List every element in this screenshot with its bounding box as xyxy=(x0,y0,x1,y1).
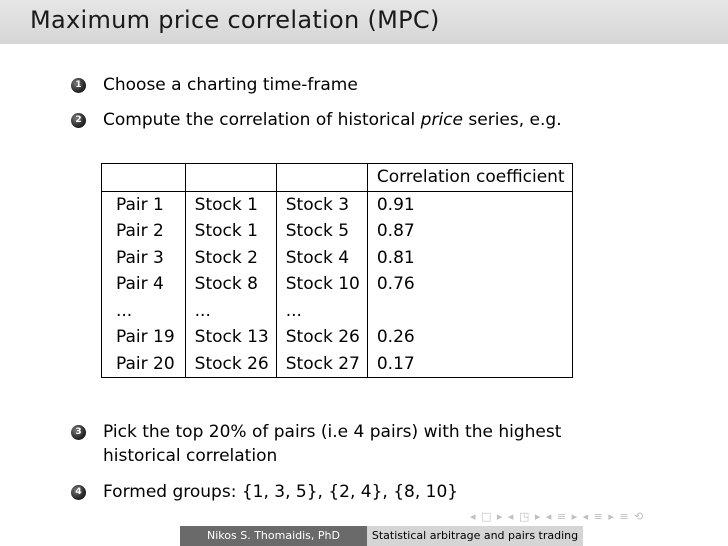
text-line: Pick the top 20% of pairs (i.e 4 pairs) … xyxy=(103,422,562,442)
footer-author: Nikos S. Thomaidis, PhD xyxy=(180,526,367,546)
table-row: Pair 4 Stock 8 Stock 10 0.76 xyxy=(101,271,573,298)
header-cell xyxy=(101,163,186,192)
item-number-ball: 2 xyxy=(71,113,86,128)
correlation-cell: 0.81 xyxy=(366,244,573,271)
stock-b-cell: Stock 4 xyxy=(275,244,368,271)
list-item-text: Pick the top 20% of pairs (i.e 4 pairs) … xyxy=(103,420,561,468)
table-row: ... ... ... xyxy=(101,297,573,324)
stock-b-cell: Stock 26 xyxy=(275,324,368,351)
list-item-text: Formed groups: {1, 3, 5}, {2, 4}, {8, 10… xyxy=(103,482,459,502)
stock-a-cell: Stock 1 xyxy=(184,218,277,245)
pair-cell: Pair 2 xyxy=(101,218,186,245)
table-header-row: Correlation coefficient xyxy=(101,163,573,192)
header-cell-correlation: Correlation coefficient xyxy=(366,163,573,192)
stock-a-cell: Stock 13 xyxy=(184,324,277,351)
pair-cell: Pair 4 xyxy=(101,271,186,298)
header-cell xyxy=(275,163,368,192)
pair-cell: Pair 1 xyxy=(101,191,186,218)
stock-a-cell: Stock 26 xyxy=(184,350,277,378)
stock-b-cell: ... xyxy=(275,297,368,324)
pair-cell: ... xyxy=(101,297,186,324)
list-item-text: Choose a charting time-frame xyxy=(103,75,358,95)
stock-a-cell: Stock 8 xyxy=(184,271,277,298)
table-row: Pair 20 Stock 26 Stock 27 0.17 xyxy=(101,350,573,378)
text-segment: series, e.g. xyxy=(462,110,562,130)
table-row: Pair 3 Stock 2 Stock 4 0.81 xyxy=(101,244,573,271)
table-row: Pair 19 Stock 13 Stock 26 0.26 xyxy=(101,324,573,351)
correlation-table: Correlation coefficient Pair 1 Stock 1 S… xyxy=(101,163,573,378)
correlation-cell: 0.17 xyxy=(366,350,573,378)
stock-b-cell: Stock 10 xyxy=(275,271,368,298)
footer-talk-title: Statistical arbitrage and pairs trading xyxy=(367,526,583,546)
correlation-cell: 0.87 xyxy=(366,218,573,245)
stock-b-cell: Stock 3 xyxy=(275,191,368,218)
correlation-cell: 0.76 xyxy=(366,271,573,298)
stock-b-cell: Stock 27 xyxy=(275,350,368,378)
item-number-ball: 3 xyxy=(71,425,86,440)
list-item-text: Compute the correlation of historical pr… xyxy=(103,108,562,132)
pair-cell: Pair 19 xyxy=(101,324,186,351)
frame-title-bar: Maximum price correlation (MPC) xyxy=(0,0,728,44)
pair-cell: Pair 3 xyxy=(101,244,186,271)
table-row: Pair 1 Stock 1 Stock 3 0.91 xyxy=(101,191,573,218)
stock-a-cell: ... xyxy=(184,297,277,324)
header-cell xyxy=(184,163,277,192)
correlation-cell xyxy=(366,297,573,324)
text-line: historical correlation xyxy=(103,446,278,466)
table-row: Pair 2 Stock 1 Stock 5 0.87 xyxy=(101,218,573,245)
text-segment: Compute the correlation of historical xyxy=(103,110,421,130)
pair-cell: Pair 20 xyxy=(101,350,186,378)
frame-title: Maximum price correlation (MPC) xyxy=(30,6,440,34)
item-number-ball: 1 xyxy=(71,78,86,93)
emphasis-text: price xyxy=(420,110,463,130)
stock-a-cell: Stock 1 xyxy=(184,191,277,218)
correlation-cell: 0.91 xyxy=(366,191,573,218)
beamer-navigation-icons[interactable]: ◂ □ ▸ ◂ ◳ ▸ ◂ ≡ ▸ ◂ ≡ ▸ ≡ ⟲ xyxy=(470,510,645,523)
stock-b-cell: Stock 5 xyxy=(275,218,368,245)
correlation-cell: 0.26 xyxy=(366,324,573,351)
item-number-ball: 4 xyxy=(71,485,86,500)
stock-a-cell: Stock 2 xyxy=(184,244,277,271)
footer: Nikos S. Thomaidis, PhD Statistical arbi… xyxy=(0,526,728,546)
